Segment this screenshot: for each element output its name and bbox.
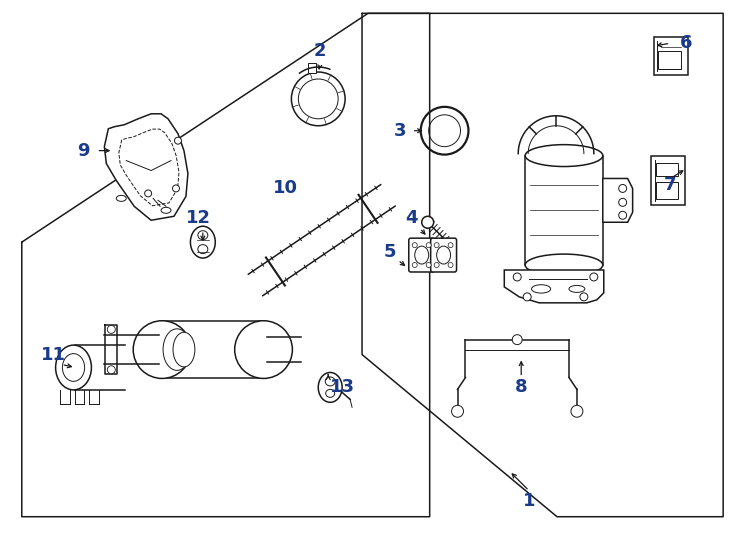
Text: 6: 6 xyxy=(680,34,693,52)
Circle shape xyxy=(175,137,181,144)
Circle shape xyxy=(434,242,439,248)
Circle shape xyxy=(619,185,627,192)
Polygon shape xyxy=(104,114,188,220)
Ellipse shape xyxy=(198,245,208,254)
Text: 10: 10 xyxy=(273,179,298,198)
FancyBboxPatch shape xyxy=(409,238,435,272)
Ellipse shape xyxy=(163,329,191,370)
Circle shape xyxy=(434,262,439,267)
Ellipse shape xyxy=(173,332,195,367)
Text: 2: 2 xyxy=(314,42,327,60)
Circle shape xyxy=(512,335,522,345)
Ellipse shape xyxy=(133,321,191,379)
FancyBboxPatch shape xyxy=(431,238,457,272)
Circle shape xyxy=(426,262,431,267)
Ellipse shape xyxy=(235,321,292,379)
Circle shape xyxy=(107,326,115,333)
Text: 1: 1 xyxy=(523,492,535,510)
Text: 5: 5 xyxy=(384,243,396,261)
Text: 3: 3 xyxy=(393,122,406,140)
Bar xyxy=(465,340,569,349)
Circle shape xyxy=(619,198,627,206)
Ellipse shape xyxy=(415,246,429,264)
Circle shape xyxy=(619,211,627,219)
Circle shape xyxy=(426,242,431,248)
Ellipse shape xyxy=(531,285,550,293)
Text: 11: 11 xyxy=(41,346,66,363)
Circle shape xyxy=(513,273,521,281)
FancyBboxPatch shape xyxy=(308,63,316,73)
Ellipse shape xyxy=(56,345,92,390)
Circle shape xyxy=(590,273,597,281)
FancyBboxPatch shape xyxy=(653,37,688,75)
Ellipse shape xyxy=(190,226,215,258)
Ellipse shape xyxy=(161,207,171,213)
Text: 9: 9 xyxy=(77,141,90,160)
Circle shape xyxy=(571,406,583,417)
Circle shape xyxy=(523,293,531,301)
Bar xyxy=(162,321,264,379)
Polygon shape xyxy=(504,270,604,303)
Circle shape xyxy=(172,185,180,192)
Circle shape xyxy=(451,406,463,417)
Ellipse shape xyxy=(325,377,335,386)
Circle shape xyxy=(580,293,588,301)
Polygon shape xyxy=(603,179,633,222)
Ellipse shape xyxy=(437,246,451,264)
Circle shape xyxy=(145,190,152,197)
Ellipse shape xyxy=(116,195,126,201)
Bar xyxy=(526,156,603,265)
Circle shape xyxy=(448,242,453,248)
Circle shape xyxy=(422,217,434,228)
FancyBboxPatch shape xyxy=(650,156,686,205)
Text: 7: 7 xyxy=(664,177,677,194)
Circle shape xyxy=(448,262,453,267)
Text: 13: 13 xyxy=(330,379,355,396)
Circle shape xyxy=(107,366,115,374)
Ellipse shape xyxy=(319,373,342,402)
Circle shape xyxy=(413,242,417,248)
Circle shape xyxy=(413,262,417,267)
Ellipse shape xyxy=(62,354,84,381)
Text: 4: 4 xyxy=(405,210,418,227)
Ellipse shape xyxy=(326,389,335,397)
Text: 8: 8 xyxy=(515,379,528,396)
Text: 12: 12 xyxy=(186,210,211,227)
Ellipse shape xyxy=(569,286,585,292)
Ellipse shape xyxy=(198,231,208,240)
